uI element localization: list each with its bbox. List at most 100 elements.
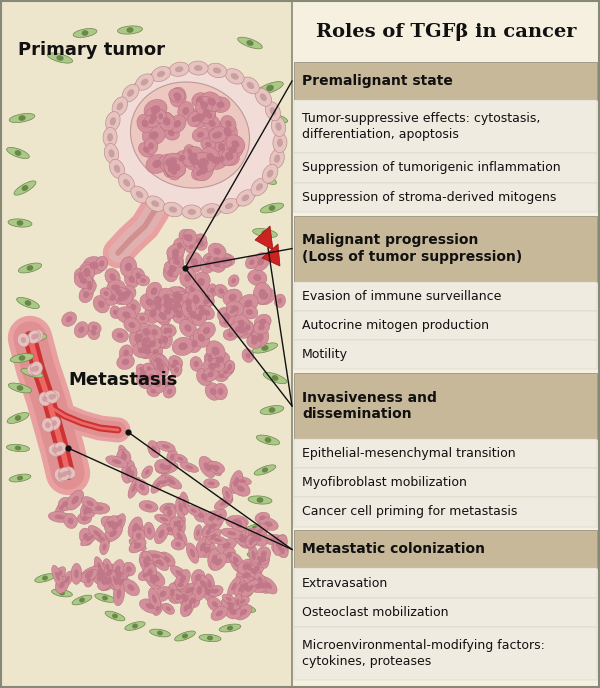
Text: Autocrine mitogen production: Autocrine mitogen production: [302, 319, 489, 332]
Ellipse shape: [72, 595, 92, 605]
Ellipse shape: [42, 418, 54, 432]
Ellipse shape: [239, 577, 253, 596]
Ellipse shape: [146, 555, 151, 562]
Ellipse shape: [119, 345, 133, 361]
Ellipse shape: [142, 466, 153, 478]
Ellipse shape: [253, 252, 269, 271]
Ellipse shape: [86, 577, 91, 583]
Ellipse shape: [192, 93, 207, 107]
Ellipse shape: [253, 577, 272, 593]
Ellipse shape: [74, 570, 79, 579]
Ellipse shape: [235, 528, 251, 548]
Ellipse shape: [277, 541, 283, 550]
Ellipse shape: [200, 305, 214, 320]
Ellipse shape: [242, 578, 263, 588]
Ellipse shape: [139, 500, 158, 512]
Ellipse shape: [27, 363, 41, 376]
Ellipse shape: [236, 596, 250, 607]
Ellipse shape: [166, 307, 172, 314]
Text: Myofibroblast mobilization: Myofibroblast mobilization: [302, 476, 467, 489]
Ellipse shape: [124, 318, 140, 332]
Bar: [294, 530, 597, 568]
Ellipse shape: [136, 524, 141, 530]
Ellipse shape: [143, 558, 149, 568]
Ellipse shape: [173, 120, 181, 128]
Ellipse shape: [149, 354, 166, 367]
Ellipse shape: [223, 329, 238, 341]
Ellipse shape: [243, 559, 255, 574]
Ellipse shape: [45, 422, 50, 428]
Ellipse shape: [226, 153, 233, 160]
Ellipse shape: [158, 112, 175, 131]
Ellipse shape: [145, 107, 161, 127]
Ellipse shape: [105, 268, 120, 286]
Ellipse shape: [173, 292, 181, 300]
Ellipse shape: [191, 570, 205, 585]
Ellipse shape: [182, 300, 196, 317]
Ellipse shape: [204, 109, 216, 123]
Ellipse shape: [26, 265, 34, 271]
Ellipse shape: [10, 354, 34, 363]
Ellipse shape: [167, 583, 178, 602]
Ellipse shape: [100, 288, 112, 299]
Ellipse shape: [93, 296, 109, 313]
Ellipse shape: [228, 364, 232, 369]
Ellipse shape: [98, 301, 105, 308]
Ellipse shape: [136, 364, 147, 375]
Ellipse shape: [186, 252, 203, 272]
Ellipse shape: [53, 442, 66, 455]
Ellipse shape: [178, 524, 182, 532]
Ellipse shape: [258, 140, 278, 155]
Ellipse shape: [186, 305, 192, 312]
Ellipse shape: [231, 73, 239, 80]
Ellipse shape: [190, 158, 199, 165]
Ellipse shape: [155, 586, 171, 601]
Text: Epithelial-mesenchymal transition: Epithelial-mesenchymal transition: [302, 447, 515, 460]
Ellipse shape: [201, 295, 214, 306]
Ellipse shape: [38, 392, 51, 406]
Ellipse shape: [140, 78, 148, 85]
Ellipse shape: [248, 270, 267, 286]
Bar: [292, 0, 600, 688]
Ellipse shape: [208, 243, 226, 259]
Ellipse shape: [165, 160, 175, 167]
Ellipse shape: [190, 356, 202, 372]
Ellipse shape: [149, 629, 170, 637]
Ellipse shape: [170, 588, 175, 596]
Ellipse shape: [265, 102, 280, 121]
Ellipse shape: [148, 118, 155, 124]
Ellipse shape: [62, 471, 67, 477]
Ellipse shape: [225, 491, 230, 497]
Ellipse shape: [230, 309, 235, 314]
Ellipse shape: [142, 551, 155, 566]
Ellipse shape: [166, 606, 171, 611]
Ellipse shape: [137, 323, 155, 341]
Ellipse shape: [32, 366, 38, 372]
Ellipse shape: [194, 302, 208, 313]
Ellipse shape: [23, 334, 47, 343]
Ellipse shape: [80, 570, 98, 582]
Ellipse shape: [34, 333, 40, 338]
Ellipse shape: [196, 536, 210, 557]
Ellipse shape: [163, 160, 179, 178]
Ellipse shape: [115, 514, 125, 531]
Ellipse shape: [181, 599, 191, 617]
Ellipse shape: [188, 310, 195, 316]
Ellipse shape: [158, 367, 164, 373]
Ellipse shape: [260, 203, 284, 213]
Ellipse shape: [19, 115, 26, 121]
Ellipse shape: [201, 585, 221, 596]
Ellipse shape: [122, 579, 139, 596]
Ellipse shape: [110, 571, 124, 590]
Ellipse shape: [163, 294, 170, 302]
Ellipse shape: [182, 107, 189, 115]
Ellipse shape: [94, 557, 105, 577]
Ellipse shape: [55, 498, 70, 515]
Ellipse shape: [113, 310, 118, 315]
Ellipse shape: [151, 557, 165, 567]
Ellipse shape: [175, 542, 181, 547]
Ellipse shape: [82, 30, 88, 36]
Ellipse shape: [175, 93, 181, 101]
Ellipse shape: [167, 509, 172, 516]
Ellipse shape: [200, 580, 208, 588]
